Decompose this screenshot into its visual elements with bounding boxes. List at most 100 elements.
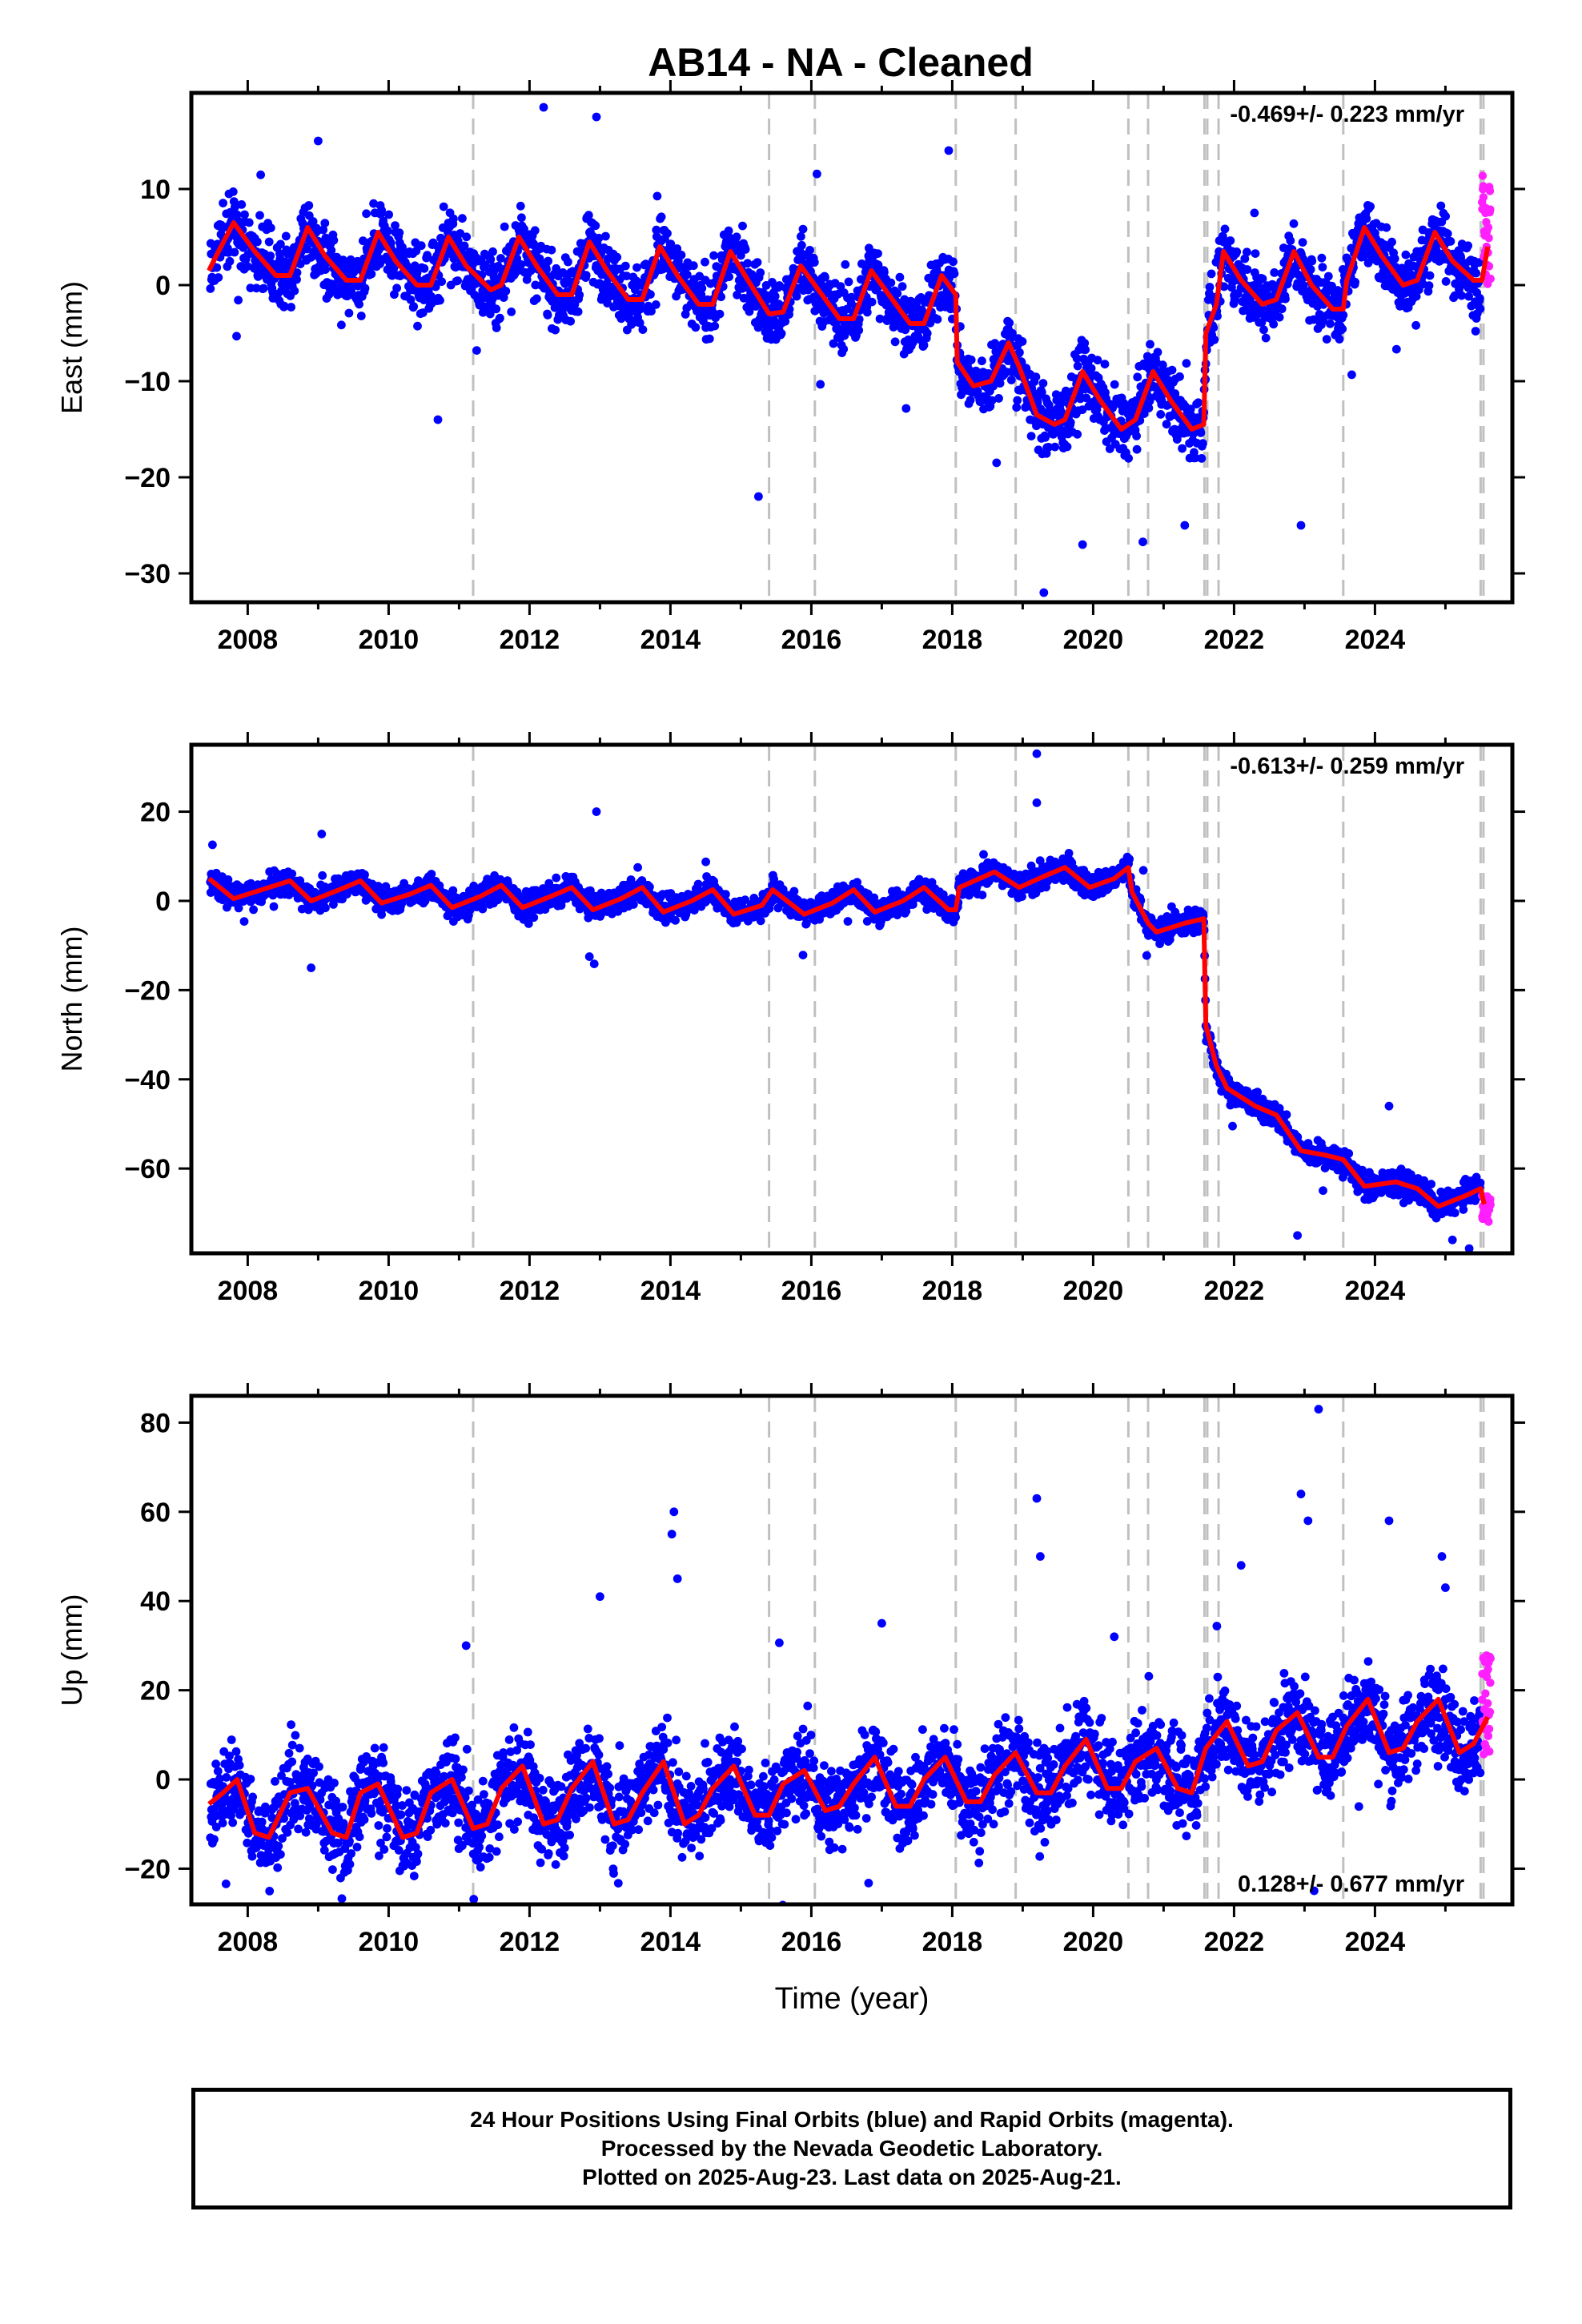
final-orbit-point [529,913,539,923]
final-orbit-point [500,222,509,231]
final-orbit-point [1411,320,1420,330]
final-orbit-point [628,900,638,909]
final-orbit-point [1194,398,1203,408]
final-orbit-point [551,325,560,335]
final-orbit-point [409,302,419,311]
final-orbit-point [652,191,662,201]
final-orbit-point [297,904,307,914]
x-tick-label: 2020 [1063,625,1124,655]
final-orbit-point [462,232,472,242]
final-orbit-point [591,221,600,231]
final-orbit-point [1286,236,1295,245]
final-orbit-point [1133,372,1142,382]
final-orbit-point [327,246,336,255]
final-orbit-point [1210,335,1219,344]
rapid-orbit-point [1486,274,1495,283]
final-orbit-point [547,245,556,255]
final-orbit-point [1259,325,1268,335]
final-orbit-point [1317,253,1327,263]
final-orbit-point [420,263,429,273]
final-orbit-point [671,915,680,925]
outlier-point [1039,588,1049,597]
final-orbit-point [1196,428,1206,437]
final-orbit-point [862,917,872,926]
final-orbit-point [1441,277,1451,286]
final-orbit-point [841,259,850,269]
final-orbit-point [597,270,607,279]
final-orbit-point [520,224,528,234]
final-orbit-point [756,916,765,926]
final-orbit-point [656,212,666,222]
final-orbit-point [360,870,369,879]
final-orbit-point [622,271,632,280]
final-orbit-point [949,257,958,267]
final-orbit-point [753,258,762,267]
final-orbit-point [391,221,400,230]
final-orbit-point [741,245,750,254]
final-orbit-point [839,344,849,354]
final-orbit-point [1335,335,1344,344]
final-orbit-point [472,346,481,355]
final-orbit-point [701,257,709,267]
final-orbit-point [620,261,630,271]
final-orbit-point [715,309,725,319]
final-orbit-point [769,875,778,884]
final-orbit-point [1167,365,1177,375]
final-orbit-point [709,251,718,260]
final-orbit-point [821,272,829,282]
final-orbit-point [1366,202,1375,211]
final-orbit-point [697,283,707,293]
x-tick-label: 2016 [781,625,842,655]
final-orbit-point [566,316,575,326]
final-orbit-point [292,268,302,277]
outlier-point [1296,521,1306,530]
final-orbit-point [1326,319,1335,328]
final-orbit-point [1322,335,1331,344]
final-orbit-point [603,299,612,308]
x-tick-label: 2008 [218,625,279,655]
final-orbit-point [1086,364,1096,373]
final-orbit-point [1006,376,1016,384]
final-orbit-point [552,873,561,883]
final-orbit-point [355,300,363,309]
final-orbit-point [427,292,436,301]
final-orbit-point [1436,201,1446,211]
final-orbit-point [256,170,265,179]
final-orbit-point [219,199,227,207]
final-orbit-point [1207,269,1216,279]
final-orbit-point [1411,292,1421,301]
final-orbit-point [1281,294,1290,304]
final-orbit-point [1005,318,1014,328]
final-orbit-point [386,238,396,247]
final-orbit-point [1307,256,1317,266]
final-orbit-point [919,340,929,350]
rapid-orbit-point [1486,205,1495,214]
x-axis-title: Time (year) [775,1982,930,2016]
final-orbit-point [1226,236,1235,245]
final-orbit-point [737,251,745,260]
final-orbit-point [1387,237,1396,247]
final-orbit-point [255,211,264,220]
final-orbit-point [710,321,720,331]
x-tick-label: 2022 [1204,625,1265,655]
final-orbit-point [280,257,290,267]
final-orbit-point [492,324,501,332]
final-orbit-point [564,257,572,267]
final-orbit-point [1082,393,1091,403]
final-orbit-point [543,311,552,320]
final-orbit-point [869,893,879,903]
final-orbit-point [337,320,346,330]
final-orbit-point [304,201,314,210]
final-orbit-point [1092,404,1102,414]
final-orbit-point [1191,453,1200,463]
final-orbit-point [321,265,330,274]
final-orbit-point [1457,291,1466,300]
outlier-point [539,103,548,112]
outlier-point [944,146,954,155]
final-orbit-point [225,256,235,266]
final-orbit-point [243,262,252,271]
final-orbit-point [232,332,241,341]
final-orbit-point [1013,396,1022,405]
final-orbit-point [922,328,932,338]
final-orbit-point [893,289,902,298]
